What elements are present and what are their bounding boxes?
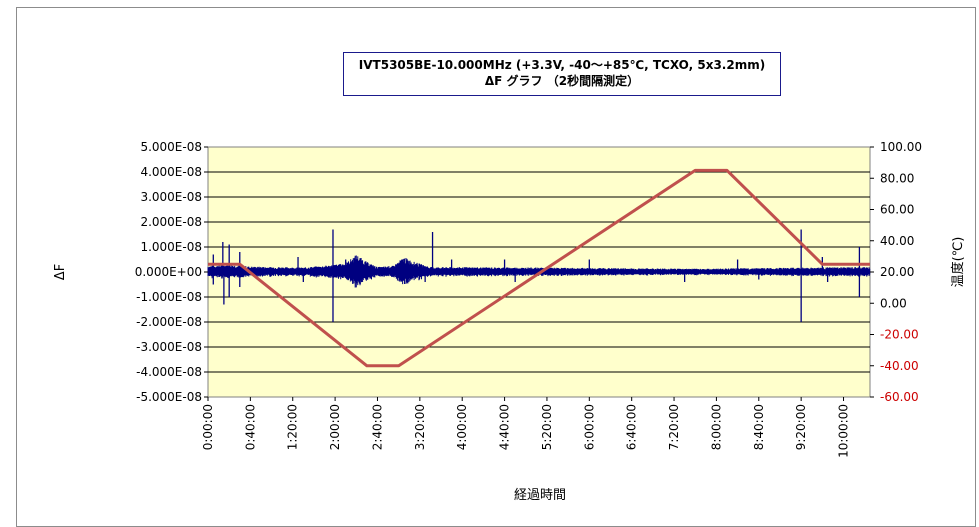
temperature-series (208, 168, 870, 368)
right-tick-label: 60.00 (880, 203, 914, 217)
right-axis-ticks: 100.00 80.00 60.00 40.00 20.00 0.00 -20.00 -40.… (870, 140, 922, 404)
x-tick-label: 3:20:00 (413, 404, 427, 450)
x-tick-label: 4:00:00 (455, 404, 469, 450)
left-tick-label: 2.000E-08 (140, 215, 202, 229)
chart-title-box: IVT5305BE-10.000MHz (+3.3V, -40～+85℃, TC… (343, 52, 781, 96)
left-tick-label: 3.000E-08 (140, 190, 202, 204)
x-tick-label: 2:00:00 (328, 404, 342, 450)
left-tick-label: 4.000E-08 (140, 165, 202, 179)
left-tick-label: -5.000E-08 (136, 390, 202, 404)
chart-title: IVT5305BE-10.000MHz (+3.3V, -40～+85℃, TC… (358, 58, 766, 72)
x-tick-label: 7:20:00 (667, 404, 681, 450)
left-tick-label: -2.000E-08 (136, 315, 202, 329)
y-axis-label: ΔF (53, 264, 68, 280)
x-tick-label: 8:40:00 (752, 404, 766, 450)
right-tick-label: 40.00 (880, 234, 914, 248)
right-tick-label: 100.00 (880, 140, 922, 154)
y2-axis-label: 温度(℃) (950, 237, 966, 288)
right-tick-label: -20.00 (880, 328, 919, 342)
x-tick-label: 4:40:00 (498, 404, 512, 450)
x-tick-label: 10:00:00 (837, 404, 851, 458)
x-axis-ticks: 0:00:00 0:40:00 1:20:00 2:00:00 2:40:00 3:20:… (201, 397, 851, 458)
right-tick-label: 20.00 (880, 265, 914, 279)
left-tick-label: 0.000E+00 (135, 265, 202, 279)
x-tick-label: 0:40:00 (243, 404, 257, 450)
right-tick-label: -40.00 (880, 359, 919, 373)
left-tick-label: -4.000E-08 (136, 365, 202, 379)
left-axis-ticks: 5.000E-08 4.000E-08 3.000E-08 2.000E-08 1.00… (135, 140, 208, 404)
x-axis-label: 経過時間 (514, 488, 566, 503)
left-tick-label: -3.000E-08 (136, 340, 202, 354)
x-tick-label: 0:00:00 (201, 404, 215, 450)
x-tick-label: 5:20:00 (540, 404, 554, 450)
right-tick-label: 80.00 (880, 171, 914, 185)
x-tick-label: 1:20:00 (286, 404, 300, 450)
x-tick-label: 6:40:00 (625, 404, 639, 450)
x-tick-label: 8:00:00 (709, 404, 723, 450)
temperature-line (208, 168, 870, 368)
x-tick-label: 9:20:00 (794, 404, 808, 450)
x-tick-label: 6:00:00 (582, 404, 596, 450)
right-tick-label: -60.00 (880, 390, 919, 404)
frequency-deviation-series (207, 229, 871, 322)
x-tick-label: 2:40:00 (370, 404, 384, 450)
left-tick-label: 5.000E-08 (140, 140, 202, 154)
right-tick-label: 0.00 (880, 296, 907, 310)
left-tick-label: -1.000E-08 (136, 290, 202, 304)
left-tick-label: 1.000E-08 (140, 240, 202, 254)
chart-subtitle: ΔF グラフ （2秒間隔測定） (484, 74, 640, 88)
